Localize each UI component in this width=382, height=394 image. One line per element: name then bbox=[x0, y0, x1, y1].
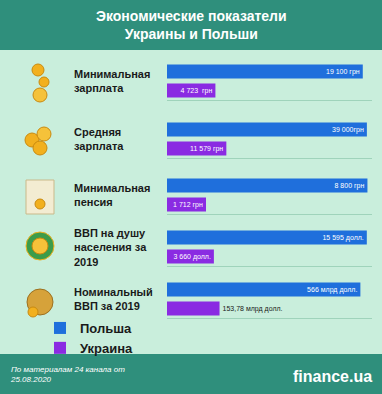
svg-text:3 660 долл.: 3 660 долл. bbox=[173, 253, 210, 261]
svg-text:1 712 грн: 1 712 грн bbox=[173, 201, 203, 209]
svg-text:Украина: Украина bbox=[80, 341, 133, 356]
svg-text:566 млрд долл.: 566 млрд долл. bbox=[307, 286, 357, 294]
svg-text:ВВП на душунаселения за2019: ВВП на душунаселения за2019 bbox=[74, 227, 147, 268]
svg-text:15 595 долл.: 15 595 долл. bbox=[322, 234, 363, 242]
svg-text:4 723 грн: 4 723 грн bbox=[181, 87, 213, 95]
svg-text:8 800 грн: 8 800 грн bbox=[335, 182, 365, 190]
svg-text:Минимальнаязарплата: Минимальнаязарплата bbox=[74, 68, 150, 94]
svg-text:Экономические показателиУкраин: Экономические показателиУкраины и Польши bbox=[96, 8, 287, 42]
svg-text:39 000грн: 39 000грн bbox=[332, 126, 364, 134]
svg-text:11 579 грн: 11 579 грн bbox=[190, 145, 223, 153]
svg-text:153,78 млрд долл.: 153,78 млрд долл. bbox=[223, 305, 283, 313]
svg-text:finance.ua: finance.ua bbox=[293, 368, 372, 385]
svg-text:Средняязарплата: Средняязарплата bbox=[74, 126, 124, 152]
svg-text:Минимальнаяпенсия: Минимальнаяпенсия bbox=[74, 182, 150, 208]
svg-text:19 100 грн: 19 100 грн bbox=[326, 68, 360, 76]
svg-text:Польша: Польша bbox=[80, 321, 132, 336]
svg-text:НоминальныйВВП за 2019: НоминальныйВВП за 2019 bbox=[74, 286, 153, 312]
svg-text:По материалам 24 канала от25.0: По материалам 24 канала от25.08.2020 bbox=[10, 365, 125, 384]
